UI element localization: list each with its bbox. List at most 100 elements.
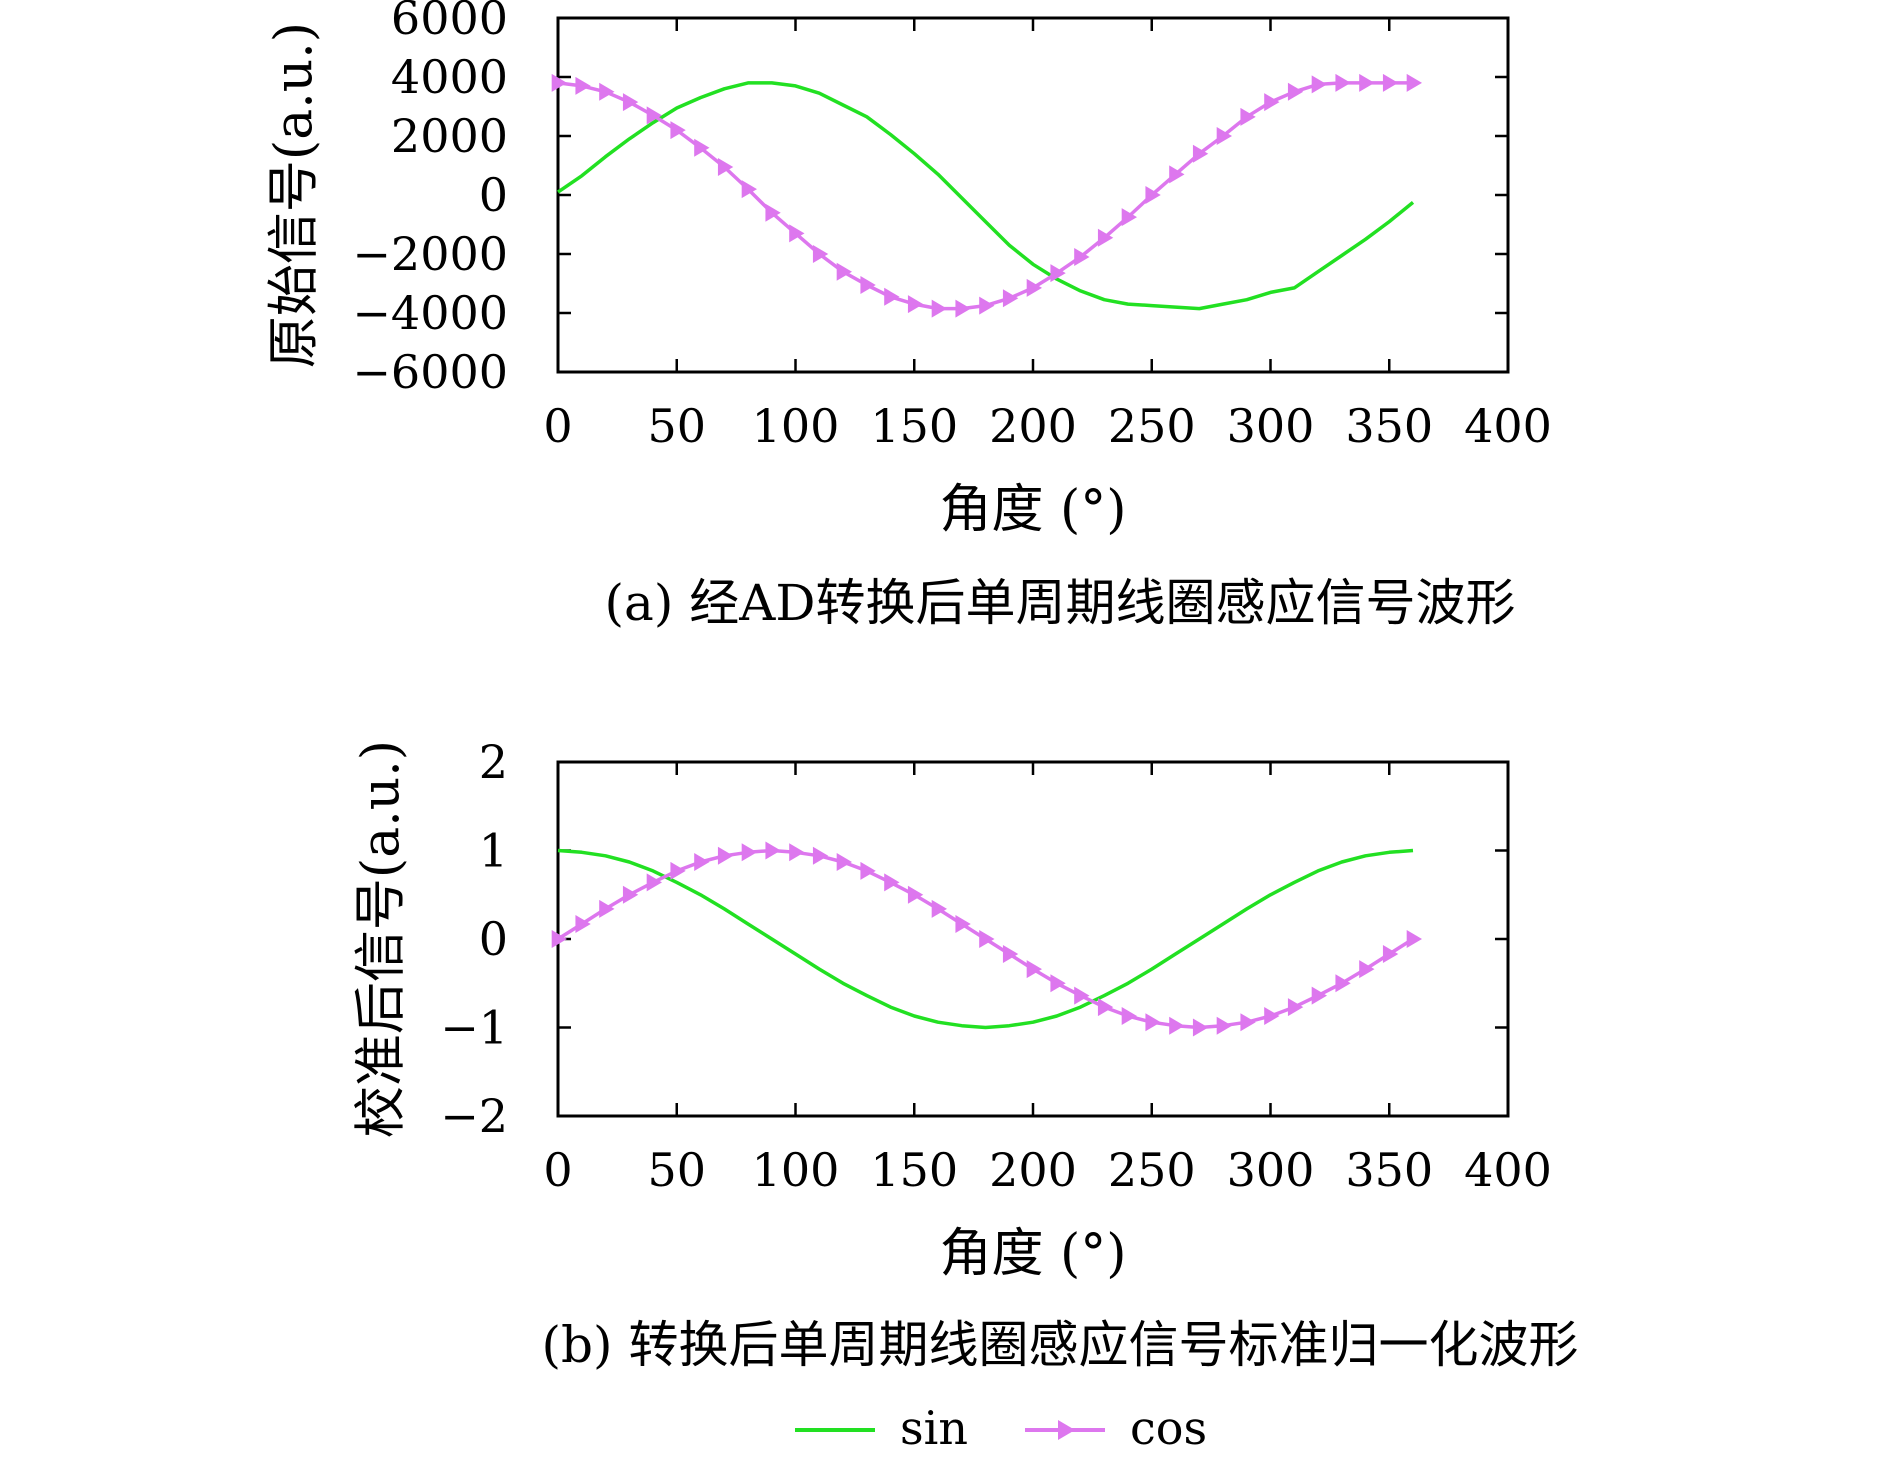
data-point-cos <box>622 885 639 904</box>
x-tick-label: 150 <box>870 1143 958 1197</box>
y-tick-label: −2 <box>440 1089 508 1143</box>
data-point-cos <box>1121 1006 1137 1025</box>
data-point-cos <box>931 299 947 318</box>
x-tick-label: 250 <box>1108 1143 1196 1197</box>
data-point-cos <box>1287 82 1304 101</box>
x-tick-label: 400 <box>1464 1143 1552 1197</box>
y-tick-label: 0 <box>479 912 508 966</box>
data-point-cos <box>1359 73 1375 92</box>
data-point-cos <box>1026 278 1042 297</box>
legend: sin cos <box>795 1401 1207 1455</box>
legend-label-sin: sin <box>900 1401 968 1455</box>
data-point-cos <box>694 138 710 157</box>
y-tick-label: 2000 <box>391 109 508 163</box>
data-point-cos <box>765 203 781 222</box>
x-tick-label: 200 <box>989 1143 1077 1197</box>
data-point-cos <box>812 846 829 865</box>
data-point-cos <box>955 914 971 933</box>
data-point-cos <box>1192 1018 1209 1037</box>
data-point-cos <box>551 930 567 948</box>
chart-panel-a: 0 50 100 150 200 250 300 350 4006000400020000−20… <box>265 0 1552 632</box>
data-point-cos <box>1097 998 1114 1017</box>
data-point-cos <box>884 873 900 892</box>
data-point-cos <box>1311 986 1327 1005</box>
series-line-sin <box>557 848 1414 1030</box>
x-tick-label: 300 <box>1227 1143 1315 1197</box>
data-point-cos <box>741 843 757 862</box>
data-point-cos <box>741 180 757 199</box>
data-point-cos <box>789 843 805 862</box>
data-point-cos <box>1169 1016 1185 1035</box>
y-tick-label: 4000 <box>391 50 508 104</box>
data-point-cos <box>1097 228 1114 247</box>
data-point-cos <box>1359 960 1375 979</box>
chart-caption: (b) 转换后单周期线圈感应信号标准归一化波形 <box>542 1316 1579 1374</box>
data-point-cos <box>1002 289 1019 308</box>
data-point-cos <box>1335 73 1351 92</box>
x-tick-label: 50 <box>647 1143 706 1197</box>
y-tick-label: 0 <box>479 168 508 222</box>
data-point-cos <box>1050 974 1066 993</box>
data-point-cos <box>1216 127 1232 145</box>
data-point-cos <box>979 296 995 315</box>
data-point-cos <box>670 861 686 880</box>
data-point-cos <box>979 930 995 948</box>
data-point-cos <box>1264 93 1280 112</box>
data-point-cos <box>599 899 615 918</box>
chart-caption: (a) 经AD转换后单周期线圈感应信号波形 <box>605 574 1516 632</box>
series-line-sin <box>557 81 1415 311</box>
plot-frame <box>556 16 1510 374</box>
data-point-cos <box>789 224 805 243</box>
y-tick-label: 2 <box>479 735 508 789</box>
x-tick-label: 400 <box>1464 399 1552 453</box>
data-point-cos <box>1145 186 1161 204</box>
x-tick-label: 300 <box>1227 399 1315 453</box>
data-point-cos <box>1169 165 1185 184</box>
data-point-cos <box>1050 264 1066 283</box>
data-point-cos <box>1216 1016 1232 1035</box>
x-tick-label: 150 <box>870 399 958 453</box>
x-tick-label: 0 <box>543 399 572 453</box>
y-tick-label: 1 <box>479 824 508 878</box>
x-axis-label: 角度 (°) <box>939 1224 1126 1284</box>
x-tick-label: 200 <box>989 399 1077 453</box>
data-point-cos <box>907 885 924 904</box>
data-point-cos <box>765 841 781 860</box>
data-point-cos <box>1074 986 1090 1005</box>
data-point-cos <box>622 93 639 112</box>
x-tick-label: 0 <box>543 1143 572 1197</box>
data-point-cos <box>575 914 591 933</box>
data-point-cos <box>1264 1006 1280 1025</box>
x-tick-label: 350 <box>1345 399 1433 453</box>
data-point-cos <box>1240 107 1256 126</box>
y-tick-label: −6000 <box>352 345 508 399</box>
data-point-cos <box>1311 75 1327 94</box>
data-point-cos <box>1026 960 1042 979</box>
data-point-cos <box>812 245 829 263</box>
data-point-cos <box>646 873 662 892</box>
data-point-cos <box>1240 1013 1256 1032</box>
data-point-cos <box>1145 1013 1161 1032</box>
data-point-cos <box>646 106 662 125</box>
data-point-cos <box>1121 208 1137 227</box>
data-point-cos <box>1335 974 1351 993</box>
x-tick-label: 100 <box>752 1143 840 1197</box>
y-tick-label: 6000 <box>391 0 508 45</box>
data-point-cos <box>1192 144 1209 163</box>
x-tick-label: 250 <box>1108 399 1196 453</box>
data-point-cos <box>717 157 734 176</box>
data-point-cos <box>1406 73 1422 92</box>
data-point-cos <box>1074 247 1090 266</box>
chart-panel-b: 0 50 100 150 200 250 300 350 400 2 1 0 −1 −2 角度 (°) 校准后… <box>352 735 1579 1374</box>
y-axis-label: 原始信号(a.u.) <box>265 22 325 368</box>
y-tick-label: −2000 <box>352 227 508 281</box>
data-point-cos <box>860 861 876 880</box>
y-tick-label: −1 <box>440 1001 508 1055</box>
data-point-cos <box>836 853 852 872</box>
data-point-cos <box>1002 945 1019 964</box>
data-point-cos <box>551 73 567 92</box>
data-point-cos <box>955 299 971 318</box>
data-point-cos <box>599 82 615 101</box>
data-point-cos <box>860 275 876 294</box>
